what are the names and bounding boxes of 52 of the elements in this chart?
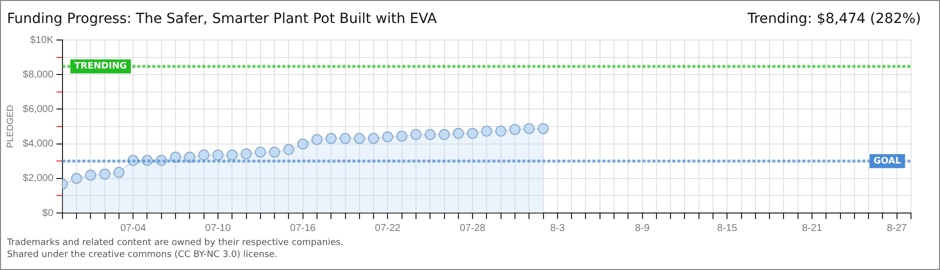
point — [297, 138, 308, 150]
point — [424, 128, 436, 140]
point — [85, 170, 96, 181]
point — [71, 172, 82, 184]
y-tick-label: $0 — [42, 208, 54, 219]
y-tick-label: $10K — [30, 34, 54, 46]
point — [283, 144, 294, 156]
point — [212, 150, 224, 161]
x-tick-label: 8-3 — [550, 222, 566, 234]
text: Shared under the creative commons (CC BY-NC 3.0) license. — [7, 249, 279, 261]
x-tick-label: 07-22 — [374, 222, 401, 234]
point — [269, 146, 280, 158]
chart-title: Funding Progress: The Safer, Smarter Plant Pot Built with EVA — [7, 11, 437, 27]
y-tick-label: $8,000 — [22, 69, 54, 80]
chart-subtitle: Trending: $8,474 (282%) — [747, 11, 921, 27]
x-tick-label: 07-10 — [205, 222, 232, 234]
point — [438, 128, 450, 140]
point — [240, 148, 252, 160]
y-tick-label: $4,000 — [22, 138, 54, 150]
point — [354, 132, 365, 144]
point — [481, 126, 492, 137]
point — [99, 168, 110, 180]
point — [254, 146, 266, 158]
point — [311, 134, 322, 145]
point — [452, 128, 464, 139]
x-tick-label: 8-15 — [717, 222, 738, 234]
point — [396, 130, 408, 142]
point — [382, 131, 394, 142]
point — [326, 132, 337, 144]
point — [226, 150, 238, 161]
x-tick-label: 07-04 — [120, 222, 146, 234]
y-axis-title: PLEDGED — [4, 104, 15, 148]
x-tick-label: 07-28 — [460, 222, 486, 234]
point — [538, 123, 549, 134]
y-tick-label: $6,000 — [22, 104, 54, 115]
point — [113, 166, 124, 178]
text: Trademarks and related content are owned by their respective companies. — [7, 237, 344, 249]
ref-line-label: GOAL — [874, 156, 902, 166]
point — [509, 124, 520, 135]
x-tick-label: 8-27 — [886, 222, 908, 234]
x-tick-label: 07-16 — [290, 222, 316, 234]
point — [495, 126, 506, 137]
point — [467, 128, 478, 139]
point — [198, 150, 210, 161]
point — [368, 132, 380, 144]
point — [410, 128, 422, 140]
ref-line-label: TRENDING — [74, 62, 127, 72]
x-tick-label: 8-21 — [802, 222, 822, 234]
y-tick-label: $2,000 — [22, 173, 54, 184]
point — [524, 123, 535, 134]
point — [340, 132, 351, 144]
x-tick-label: 8-9 — [635, 222, 650, 234]
